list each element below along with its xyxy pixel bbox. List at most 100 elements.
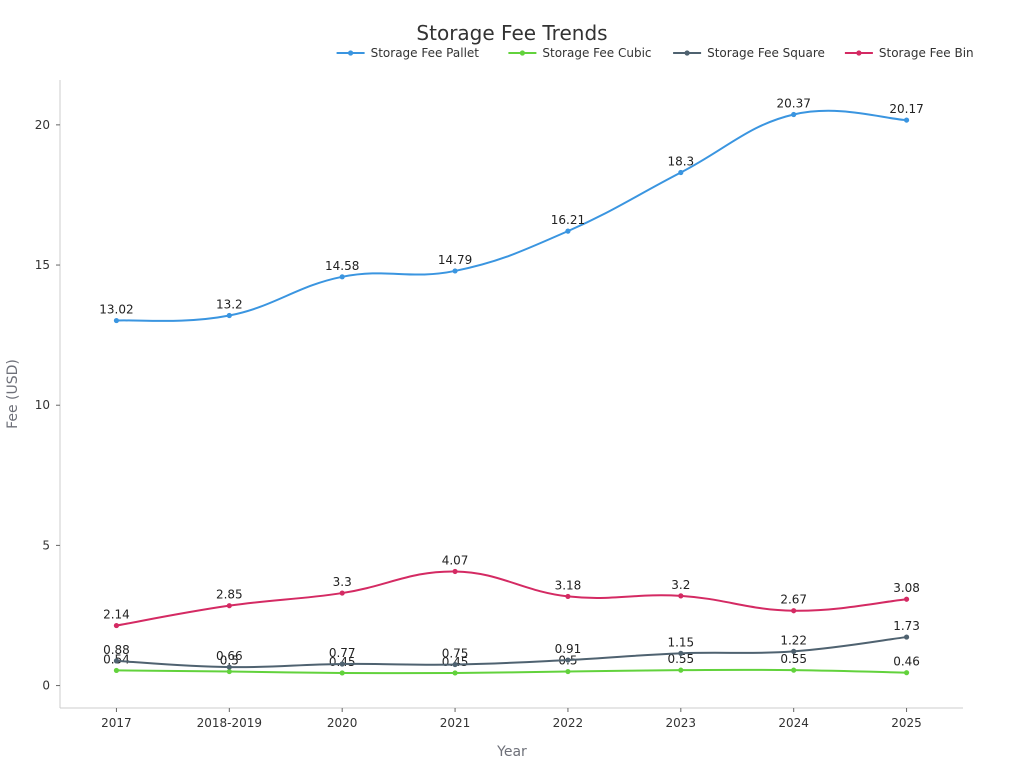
data-label: 2.67 (780, 593, 807, 607)
data-label: 0.46 (893, 655, 920, 669)
data-point[interactable] (339, 274, 345, 280)
series-line (116, 636, 907, 669)
data-label: 20.17 (889, 102, 923, 116)
legend-marker (684, 50, 690, 56)
data-point[interactable] (791, 667, 797, 673)
legend-item[interactable]: Storage Fee Pallet (336, 46, 480, 60)
data-label: 0.66 (216, 649, 243, 663)
legend-item[interactable]: Storage Fee Cubic (508, 46, 652, 60)
data-label: 2.14 (103, 608, 130, 622)
legend-item[interactable]: Storage Fee Bin (844, 46, 974, 60)
data-point[interactable] (678, 593, 684, 599)
legend-label: Storage Fee Bin (879, 46, 974, 60)
data-point[interactable] (565, 593, 571, 600)
y-tick-label: 10 (35, 398, 50, 412)
data-point[interactable] (452, 670, 458, 676)
data-label: 0.77 (329, 646, 356, 660)
legend: Storage Fee Pallet Storage Fee Cubic Stora… (336, 46, 974, 60)
legend-item[interactable]: Storage Fee Square (673, 46, 825, 60)
series-line (116, 109, 907, 322)
data-point[interactable] (903, 634, 910, 640)
data-point[interactable] (226, 312, 232, 319)
data-point[interactable] (791, 111, 797, 118)
y-axis-label: Fee (USD) (5, 359, 21, 429)
data-label: 1.73 (893, 619, 920, 633)
x-tick-label: 2020 (327, 716, 358, 730)
data-point[interactable] (226, 668, 232, 675)
data-label: 18.3 (667, 155, 694, 169)
data-point[interactable] (903, 117, 910, 123)
series-line (116, 570, 907, 627)
legend-label: Storage Fee Pallet (371, 46, 480, 60)
legend-marker (348, 50, 354, 56)
x-axis-label: Year (496, 744, 527, 760)
data-label: 1.22 (780, 633, 807, 647)
data-point[interactable] (113, 317, 120, 324)
legend-marker (856, 50, 862, 56)
data-label: 4.07 (442, 553, 469, 567)
data-point[interactable] (339, 670, 345, 676)
x-tick-label: 2025 (891, 716, 922, 730)
data-point[interactable] (678, 667, 684, 673)
data-point[interactable] (452, 568, 458, 575)
data-label: 3.08 (893, 581, 920, 595)
data-point[interactable] (452, 268, 458, 274)
data-label: 3.2 (671, 578, 690, 592)
data-label: 2.85 (216, 588, 243, 602)
x-tick-label: 2022 (553, 716, 584, 730)
data-point[interactable] (113, 622, 120, 629)
y-tick-label: 15 (35, 258, 50, 272)
legend-marker (519, 50, 526, 56)
chart-title: Storage Fee Trends (416, 21, 607, 45)
series-line (116, 668, 907, 675)
x-tick-label: 2021 (440, 716, 471, 730)
series-layer: 13.02 13.2 14.58 14.79 16.21 18.3 20.37 20.17 0.… (99, 96, 924, 676)
data-label: 0.55 (780, 652, 807, 666)
data-point[interactable] (678, 169, 684, 176)
y-tick-label: 20 (35, 118, 50, 132)
series-storage-fee-pallet: 13.02 13.2 14.58 14.79 16.21 18.3 20.37 20.17 (99, 96, 924, 324)
data-point[interactable] (452, 661, 458, 668)
data-point[interactable] (678, 650, 684, 656)
data-label: 1.15 (667, 635, 694, 649)
data-point[interactable] (565, 228, 571, 234)
data-point[interactable] (565, 668, 571, 675)
data-label: 3.18 (555, 578, 582, 592)
data-label: 14.79 (438, 253, 472, 267)
data-label: 0.5 (220, 654, 239, 668)
data-point[interactable] (113, 658, 120, 664)
x-tick-label: 2023 (666, 716, 697, 730)
data-point[interactable] (791, 608, 797, 614)
data-point[interactable] (565, 657, 571, 663)
x-tick-label: 2024 (778, 716, 809, 730)
data-point[interactable] (903, 596, 910, 602)
legend-label: Storage Fee Square (707, 46, 825, 60)
data-label: 0.55 (667, 652, 694, 666)
data-label: 20.37 (777, 96, 811, 110)
data-label: 16.21 (551, 213, 585, 227)
data-label: 13.02 (99, 303, 133, 317)
series-storage-fee-bin: 2.14 2.85 3.3 4.07 3.18 3.2 2.67 3.08 (103, 553, 920, 629)
axes: 0 5 10 15 20 2017 2018-2019 2020 2021 2022 2023 202… (35, 80, 963, 730)
y-tick-label: 5 (42, 538, 50, 552)
data-point[interactable] (339, 590, 345, 596)
data-label: 13.2 (216, 298, 243, 312)
data-label: 3.3 (333, 575, 352, 589)
data-point[interactable] (226, 664, 232, 670)
data-label: 14.58 (325, 259, 359, 273)
data-point[interactable] (791, 648, 797, 654)
x-tick-label: 2017 (101, 716, 132, 730)
data-label: 0.91 (555, 642, 582, 656)
series-storage-fee-square: 0.88 0.66 0.77 0.75 0.91 1.15 1.22 1.73 (103, 619, 920, 670)
y-tick-label: 0 (42, 679, 50, 693)
data-label: 0.75 (442, 647, 469, 661)
x-tick-label: 2018-2019 (197, 716, 262, 730)
data-point[interactable] (339, 661, 345, 667)
data-point[interactable] (903, 670, 910, 676)
data-point[interactable] (113, 667, 120, 674)
data-label: 0.88 (103, 643, 130, 657)
data-point[interactable] (226, 603, 232, 609)
legend-label: Storage Fee Cubic (542, 46, 651, 60)
